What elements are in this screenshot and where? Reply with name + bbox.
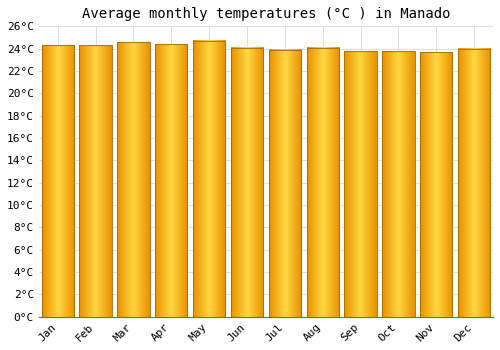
Bar (118, 42, 150, 317)
Bar (269, 50, 301, 317)
Bar (382, 51, 414, 317)
Bar (80, 45, 112, 317)
Bar (42, 45, 74, 317)
Bar (420, 52, 452, 317)
Bar (193, 41, 225, 317)
Bar (306, 48, 339, 317)
Bar (458, 49, 490, 317)
Title: Average monthly temperatures (°C ) in Manado: Average monthly temperatures (°C ) in Ma… (82, 7, 450, 21)
Bar (344, 51, 376, 317)
Bar (231, 48, 263, 317)
Bar (155, 44, 188, 317)
